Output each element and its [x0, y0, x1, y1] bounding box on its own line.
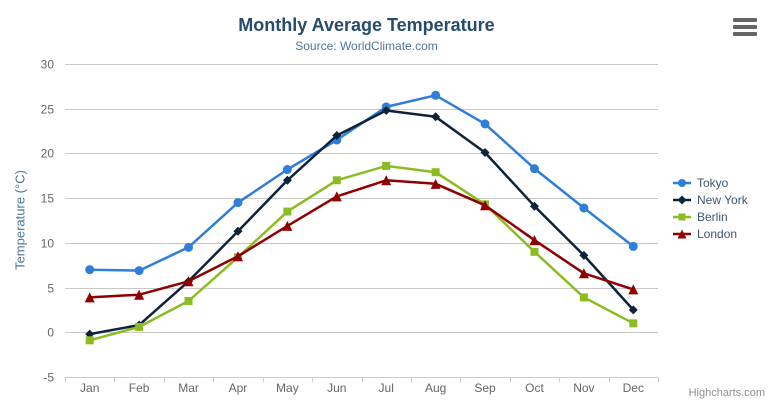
new-york-series-marker-icon: [672, 194, 692, 206]
data-point-tokyo[interactable]: [233, 198, 243, 208]
data-point-london[interactable]: [232, 251, 243, 262]
data-point-new-york[interactable]: [431, 112, 441, 122]
x-axis-label: Feb: [129, 381, 150, 395]
y-axis-label: 20: [41, 147, 55, 161]
x-axis-label: Nov: [573, 381, 594, 395]
data-point-london[interactable]: [578, 268, 589, 279]
legend-label: London: [697, 226, 738, 241]
x-axis-label: Apr: [229, 381, 248, 395]
data-point-berlin[interactable]: [332, 176, 341, 185]
y-axis-label: 5: [47, 282, 54, 296]
data-point-london[interactable]: [84, 292, 95, 303]
chart-title: Monthly Average Temperature: [238, 15, 495, 35]
y-axis-label: 10: [41, 237, 55, 251]
data-point-london[interactable]: [430, 178, 441, 189]
y-axis-title: Temperature (°C): [12, 170, 28, 270]
legend-item-tokyo[interactable]: Tokyo: [672, 174, 748, 191]
data-point-tokyo[interactable]: [431, 90, 441, 100]
y-axis-label: 25: [41, 103, 55, 117]
data-point-london[interactable]: [282, 220, 293, 231]
data-point-london[interactable]: [480, 200, 491, 211]
data-point-tokyo[interactable]: [282, 165, 292, 175]
data-point-new-york[interactable]: [628, 305, 638, 315]
chart-subtitle: Source: WorldClimate.com: [295, 39, 438, 53]
data-point-berlin[interactable]: [135, 322, 144, 331]
data-point-tokyo[interactable]: [85, 265, 95, 275]
data-point-berlin[interactable]: [579, 293, 588, 302]
data-point-berlin[interactable]: [85, 336, 94, 345]
data-point-tokyo[interactable]: [628, 241, 638, 251]
x-axis-label: Aug: [425, 381, 446, 395]
x-axis-label: Mar: [178, 381, 199, 395]
data-point-tokyo[interactable]: [480, 119, 490, 129]
credits-link[interactable]: Highcharts.com: [688, 387, 765, 399]
y-axis-label: 15: [41, 192, 55, 206]
data-point-london[interactable]: [529, 235, 540, 246]
data-point-tokyo[interactable]: [134, 266, 144, 276]
series-line-london[interactable]: [88, 179, 635, 299]
y-axis-label: -5: [43, 371, 54, 385]
data-point-tokyo[interactable]: [184, 242, 194, 252]
data-point-tokyo[interactable]: [579, 203, 589, 213]
data-point-berlin[interactable]: [431, 168, 440, 177]
tokyo-series-marker-icon: [672, 177, 692, 189]
legend-label: New York: [697, 192, 748, 207]
x-axis-label: Jun: [327, 381, 346, 395]
data-point-berlin[interactable]: [629, 319, 638, 328]
data-point-new-york[interactable]: [233, 226, 243, 236]
x-axis-label: Jul: [379, 381, 394, 395]
data-point-london[interactable]: [381, 175, 392, 186]
data-point-tokyo[interactable]: [529, 164, 539, 174]
legend-item-new-york[interactable]: New York: [672, 191, 748, 208]
data-point-new-york[interactable]: [85, 329, 95, 339]
series-line-new-york[interactable]: [88, 109, 635, 336]
legend-item-london[interactable]: London: [672, 225, 748, 242]
data-point-new-york[interactable]: [332, 131, 342, 141]
legend-item-berlin[interactable]: Berlin: [672, 208, 748, 225]
data-point-berlin[interactable]: [530, 247, 539, 256]
data-point-new-york[interactable]: [381, 106, 391, 116]
data-point-new-york[interactable]: [480, 148, 490, 158]
london-series-marker-icon: [672, 228, 692, 240]
data-point-new-york[interactable]: [282, 175, 292, 185]
x-axis-label: May: [276, 381, 299, 395]
series-line-berlin[interactable]: [88, 164, 635, 342]
data-point-berlin[interactable]: [283, 207, 292, 216]
export-menu-button[interactable]: [731, 16, 759, 38]
data-point-london[interactable]: [183, 276, 194, 287]
data-point-london[interactable]: [134, 289, 145, 300]
data-point-new-york[interactable]: [579, 250, 589, 260]
data-point-berlin[interactable]: [184, 296, 193, 305]
data-point-london[interactable]: [628, 284, 639, 295]
data-point-new-york[interactable]: [529, 201, 539, 211]
legend-label: Berlin: [697, 209, 728, 224]
y-axis-label: 0: [47, 326, 54, 340]
x-axis-label: Sep: [474, 381, 496, 395]
berlin-series-marker-icon: [672, 211, 692, 223]
x-axis-label: Oct: [525, 381, 544, 395]
series-line-tokyo[interactable]: [88, 94, 635, 272]
legend: Tokyo New York Berlin London: [672, 174, 748, 242]
legend-label: Tokyo: [697, 175, 729, 190]
x-axis-label: Dec: [623, 381, 644, 395]
data-point-berlin[interactable]: [382, 161, 391, 170]
x-axis-label: Jan: [80, 381, 99, 395]
y-axis-label: 30: [41, 58, 55, 72]
data-point-london[interactable]: [331, 191, 342, 202]
